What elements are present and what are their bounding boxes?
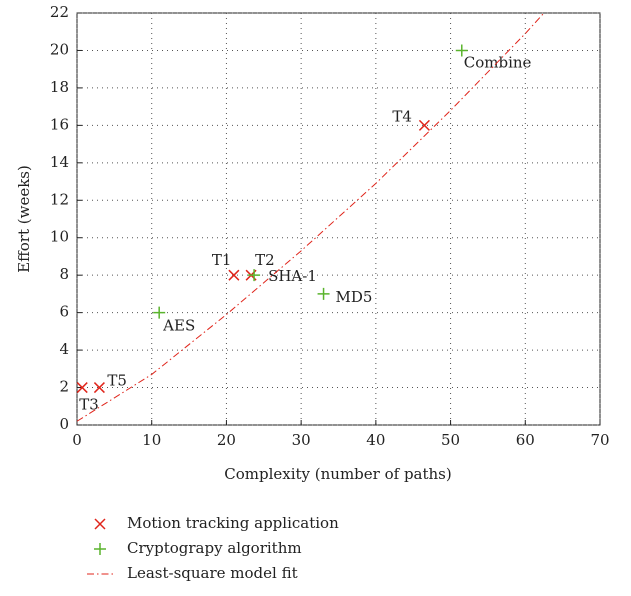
y-tick-label: 4	[59, 340, 69, 358]
y-tick-label: 16	[50, 115, 69, 133]
y-tick-label: 6	[59, 303, 69, 321]
point-label: AES	[162, 317, 195, 335]
x-tick-label: 10	[142, 431, 161, 449]
y-tick-label: 12	[50, 190, 69, 208]
legend-label: Motion tracking application	[127, 514, 339, 532]
y-tick-label: 22	[50, 3, 69, 21]
point	[455, 44, 468, 57]
legend-marker	[94, 543, 106, 555]
point	[228, 269, 240, 281]
y-tick-label: 18	[50, 78, 69, 96]
point-label: MD5	[336, 288, 373, 306]
x-tick-label: 50	[441, 431, 460, 449]
x-axis-label: Complexity (number of paths)	[224, 465, 451, 483]
x-tick-label: 40	[366, 431, 385, 449]
point	[248, 269, 261, 282]
point	[317, 287, 330, 300]
point-label: T3	[79, 396, 99, 414]
point-label: T5	[107, 372, 127, 390]
y-tick-label: 14	[50, 153, 69, 171]
point-label: SHA-1	[268, 267, 317, 285]
point-label: T2	[255, 251, 275, 269]
y-axis-label: Effort (weeks)	[15, 165, 33, 273]
legend-label: Least-square model fit	[127, 564, 298, 582]
legend-marker	[94, 518, 106, 530]
point	[153, 306, 166, 319]
plot-frame	[76, 12, 601, 426]
x-tick-label: 70	[590, 431, 609, 449]
x-tick-label: 20	[217, 431, 236, 449]
point	[76, 382, 88, 394]
point	[93, 382, 105, 394]
y-tick-label: 0	[59, 415, 69, 433]
y-tick-label: 8	[59, 265, 69, 283]
x-tick-label: 0	[72, 431, 82, 449]
x-tick-label: 60	[516, 431, 535, 449]
fit-line	[76, 12, 545, 422]
point	[418, 119, 430, 131]
y-tick-label: 10	[50, 228, 69, 246]
x-tick-label: 30	[292, 431, 311, 449]
y-tick-label: 2	[59, 378, 69, 396]
point-label: T4	[392, 107, 412, 125]
y-tick-label: 20	[50, 40, 69, 58]
legend-label: Cryptograpy algorithm	[127, 539, 302, 557]
point-label: T1	[212, 251, 232, 269]
